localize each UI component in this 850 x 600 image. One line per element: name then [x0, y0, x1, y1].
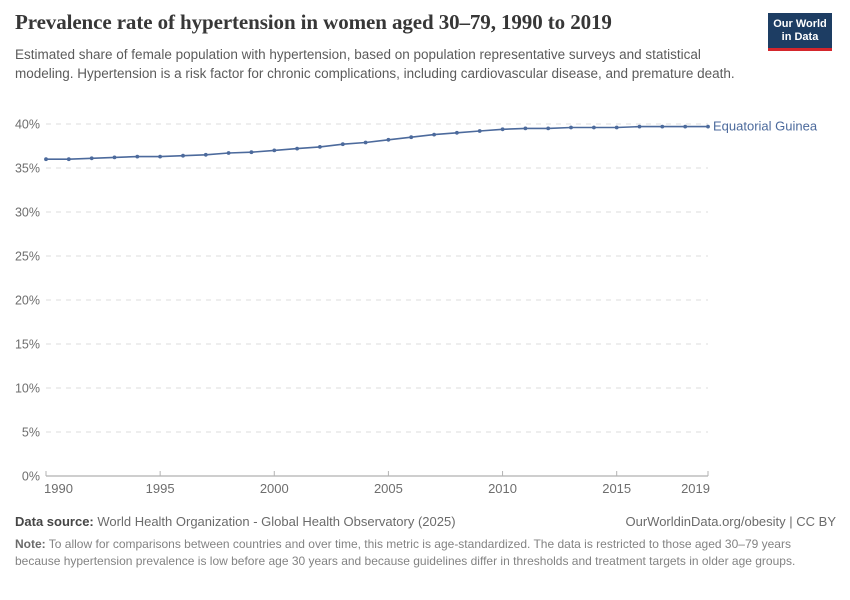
y-axis-label: 15%: [15, 338, 40, 352]
data-point: [386, 137, 391, 142]
owid-logo-line1: Our World: [773, 18, 827, 30]
note-label: Note:: [15, 537, 46, 551]
y-axis-label: 25%: [15, 250, 40, 264]
data-point: [249, 150, 254, 155]
data-point: [546, 126, 551, 131]
chart-subtitle: Estimated share of female population wit…: [15, 47, 735, 81]
data-point: [592, 125, 596, 130]
data-source: Data source: World Health Organization -…: [15, 514, 456, 529]
data-source-label: Data source:: [15, 514, 94, 529]
x-axis-label: 2019: [681, 481, 710, 496]
data-point: [432, 132, 436, 137]
x-axis-label: 2015: [602, 481, 631, 496]
data-point: [523, 126, 528, 131]
data-source-value: World Health Organization - Global Healt…: [97, 514, 456, 529]
data-point: [409, 135, 414, 140]
x-axis-label: 2005: [374, 481, 403, 496]
data-point: [44, 157, 48, 162]
x-axis-label: 2000: [260, 481, 289, 496]
x-axis-label: 1995: [146, 481, 175, 496]
note-text: To allow for comparisons between countri…: [15, 537, 796, 569]
data-point: [112, 155, 117, 160]
y-axis-label: 30%: [15, 206, 40, 220]
data-point: [203, 152, 208, 157]
source-row: Data source: World Health Organization -…: [15, 514, 836, 529]
x-axis-label: 2010: [488, 481, 517, 496]
y-axis-label: 20%: [15, 294, 40, 308]
line-chart: 0% 5% 10% 15% 20% 25% 30% 35% 40% 1990 1995 2000 200…: [15, 118, 818, 497]
page-title: Prevalence rate of hypertension in women…: [15, 10, 612, 34]
data-point: [340, 142, 345, 147]
data-point: [660, 124, 665, 129]
data-point: [706, 124, 710, 129]
owid-logo: Our World in Data: [768, 13, 832, 52]
data-point: [272, 148, 277, 153]
data-point: [637, 124, 642, 129]
note: Note: To allow for comparisons between c…: [15, 536, 835, 571]
owid-logo-line2: in Data: [781, 31, 819, 44]
data-point: [158, 154, 163, 159]
data-point: [226, 151, 231, 155]
series-line: [46, 125, 708, 160]
y-axis-label: 10%: [15, 382, 40, 396]
y-axis-label: 35%: [15, 162, 40, 176]
data-point: [477, 129, 482, 133]
data-point: [569, 125, 573, 130]
data-point: [318, 145, 322, 149]
y-axis-label: 40%: [15, 118, 40, 132]
data-point: [363, 140, 368, 145]
entity-label: Equatorial Guinea: [713, 119, 818, 134]
attribution: OurWorldinData.org/obesity | CC BY: [625, 514, 837, 529]
data-point: [181, 153, 185, 158]
x-axis-label: 1990: [44, 481, 73, 496]
data-point: [135, 154, 140, 159]
y-axis-label: 5%: [22, 426, 40, 440]
data-point: [66, 157, 71, 162]
data-point: [89, 156, 94, 161]
data-point: [683, 124, 688, 129]
data-point: [295, 146, 299, 151]
y-axis-label: 0%: [22, 470, 40, 484]
data-point: [500, 127, 505, 132]
data-point: [455, 130, 459, 135]
data-point: [614, 125, 619, 130]
